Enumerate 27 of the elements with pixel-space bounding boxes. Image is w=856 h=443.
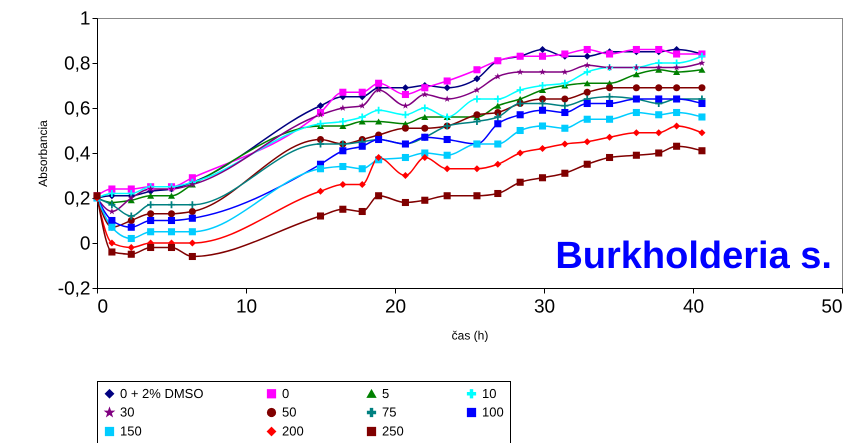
legend-label: 0 xyxy=(282,386,290,401)
y-tick-label: 0,6 xyxy=(64,98,90,120)
legend-label: 5 xyxy=(382,386,390,401)
annotation: Burkholderia s. xyxy=(555,235,832,277)
x-tick-label: 40 xyxy=(682,296,704,318)
x-tick-label: 0 xyxy=(98,296,108,318)
y-tick-label: 0,8 xyxy=(64,54,90,74)
x-tick-label: 30 xyxy=(534,296,556,318)
y-tick-label: 0,2 xyxy=(64,188,90,210)
y-tick-label: 0 xyxy=(80,234,90,254)
legend-label: 10 xyxy=(482,386,496,401)
legend-label: 200 xyxy=(282,424,304,438)
legend-label: 150 xyxy=(120,424,142,438)
y-tick-label: 0,4 xyxy=(64,144,91,164)
y-tick-label: -0,2 xyxy=(58,278,90,300)
legend-label: 250 xyxy=(382,424,404,438)
x-tick-label: 50 xyxy=(821,296,842,318)
legend-label: 50 xyxy=(282,404,296,420)
x-axis-title: čas (h) xyxy=(452,328,488,342)
legend-label: 30 xyxy=(120,404,134,420)
x-tick-label: 20 xyxy=(384,296,406,318)
y-tick-label: 1 xyxy=(80,8,90,30)
legend-label: 100 xyxy=(482,404,504,420)
x-tick-label: 10 xyxy=(236,296,258,318)
legend-label: 75 xyxy=(382,404,396,420)
legend-label: 0 + 2% DMSO xyxy=(120,386,204,401)
y-axis-title: Absorbancia xyxy=(36,120,50,187)
